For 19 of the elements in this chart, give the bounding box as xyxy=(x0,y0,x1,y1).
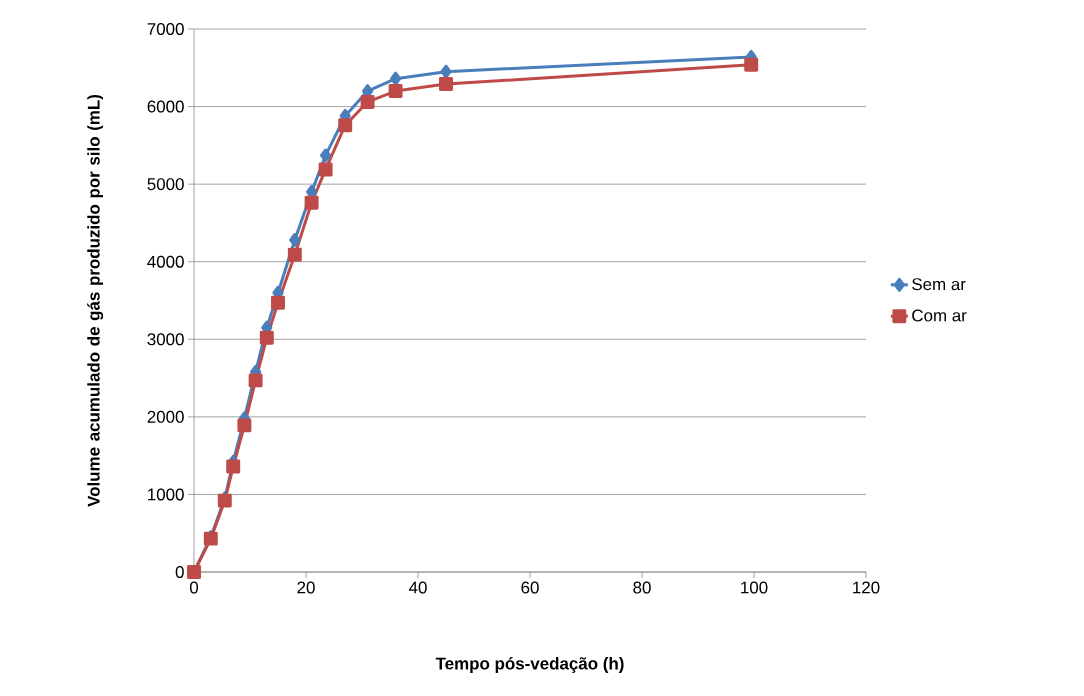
y-tick-label: 2000 xyxy=(147,410,184,423)
x-tick-label: 80 xyxy=(633,581,651,594)
y-tick-label: 3000 xyxy=(147,333,184,346)
y-tick-label: 4000 xyxy=(147,255,184,268)
x-tick-label: 120 xyxy=(853,581,880,594)
x-tick-label: 40 xyxy=(408,581,427,594)
x-tick-label: 0 xyxy=(189,581,199,594)
y-tick-label: 5000 xyxy=(147,178,184,191)
x-tick-label: 20 xyxy=(297,581,315,594)
x-tick-label: 60 xyxy=(521,581,539,594)
legend-label: Sem ar xyxy=(912,278,966,291)
y-tick-label: 6000 xyxy=(147,100,184,113)
y-tick-label: 0 xyxy=(175,566,184,578)
x-tick-label: 100 xyxy=(741,581,768,594)
legend-label: Com ar xyxy=(912,309,967,322)
y-axis-title: Volume acumulado de gás produzido por silo (mL) xyxy=(87,94,104,507)
x-axis-title: Tempo pós-vedação (h) xyxy=(435,656,624,673)
y-tick-label: 7000 xyxy=(147,23,184,35)
y-tick-label: 1000 xyxy=(148,488,184,501)
